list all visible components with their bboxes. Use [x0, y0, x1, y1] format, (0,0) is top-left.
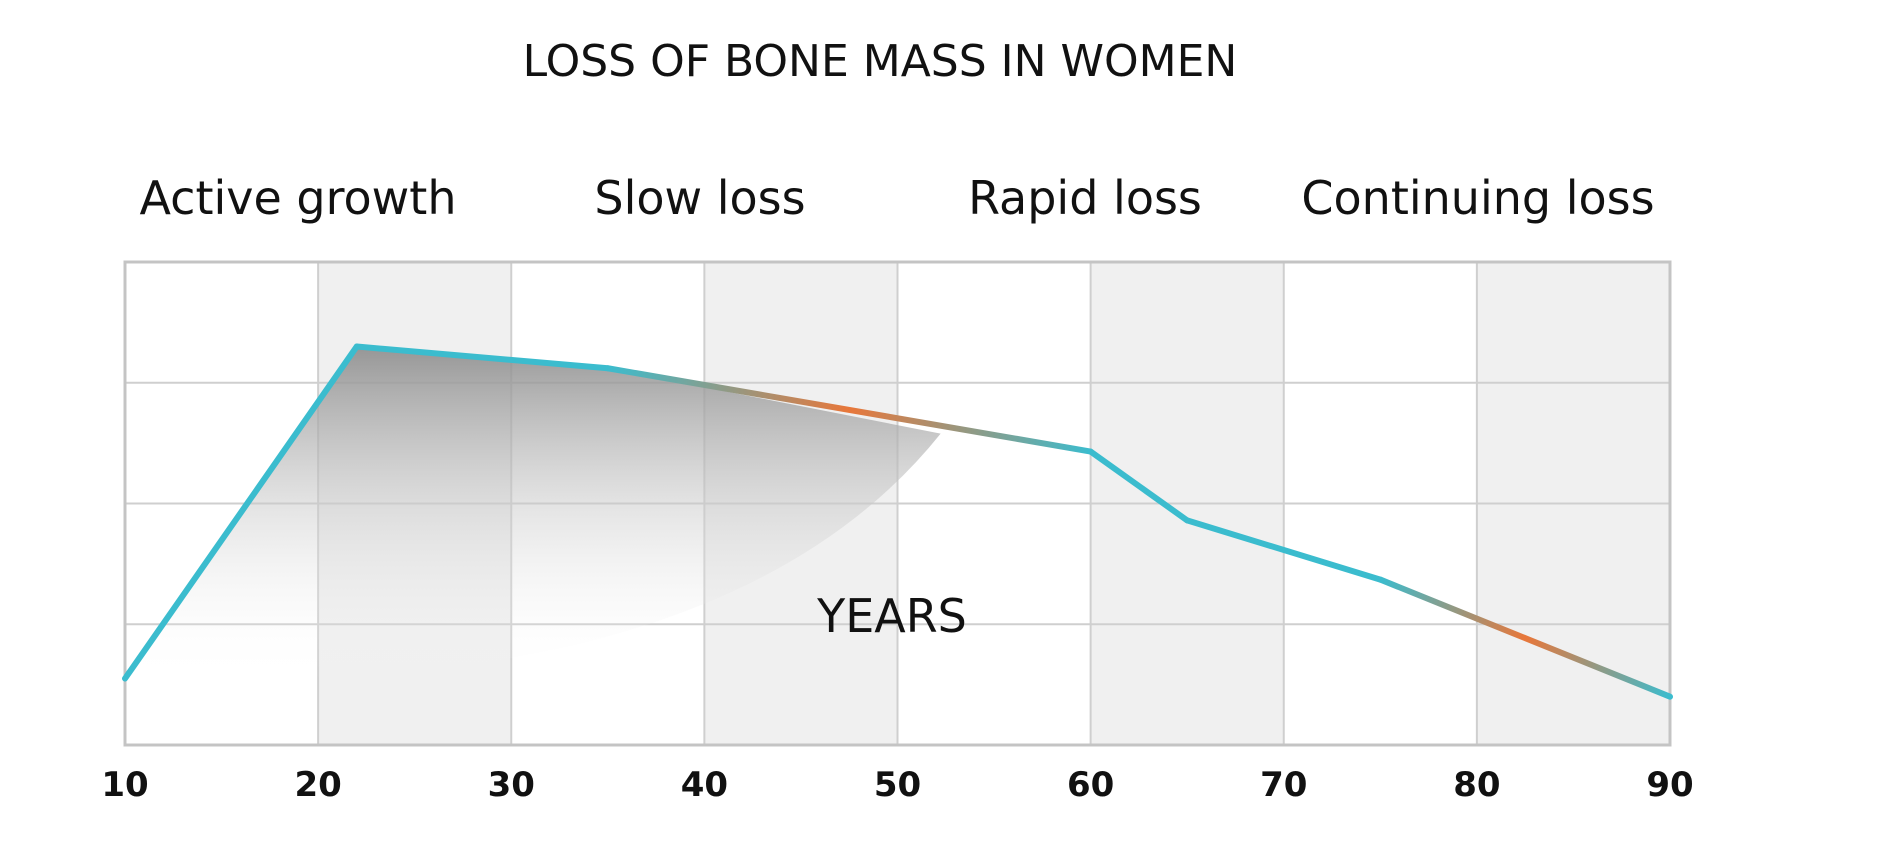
line-segment — [604, 365, 1094, 455]
x-tick-label: 20 — [294, 765, 341, 805]
x-tick-label: 10 — [101, 765, 148, 805]
bone-mass-line — [122, 343, 1673, 700]
line-segment — [1184, 517, 1384, 583]
x-tick-label: 40 — [681, 765, 728, 805]
phase-label-rapid-loss: Rapid loss — [968, 171, 1202, 225]
x-tick-label: 80 — [1453, 765, 1500, 805]
x-tick-label: 30 — [488, 765, 535, 805]
x-tick-label: 70 — [1260, 765, 1307, 805]
phase-labels: Active growth Slow loss Rapid loss Conti… — [140, 171, 1655, 225]
line-segment — [1087, 448, 1191, 524]
x-tick-label: 90 — [1646, 765, 1693, 805]
phase-label-continuing-loss: Continuing loss — [1301, 171, 1654, 225]
phase-label-active-growth: Active growth — [140, 171, 457, 225]
line-segment — [1377, 576, 1673, 700]
line-segment — [353, 343, 611, 372]
line-segment — [122, 343, 360, 682]
x-tick-label: 50 — [874, 765, 921, 805]
chart-title: LOSS OF BONE MASS IN WOMEN — [523, 36, 1238, 87]
phase-label-slow-loss: Slow loss — [594, 171, 805, 225]
bone-mass-shaded-area — [125, 346, 941, 681]
plot-frame — [123, 260, 1672, 747]
x-axis-label: YEARS — [816, 589, 967, 643]
x-axis-ticks: 10 20 30 40 50 60 70 80 90 — [101, 765, 1693, 805]
x-tick-label: 60 — [1067, 765, 1114, 805]
